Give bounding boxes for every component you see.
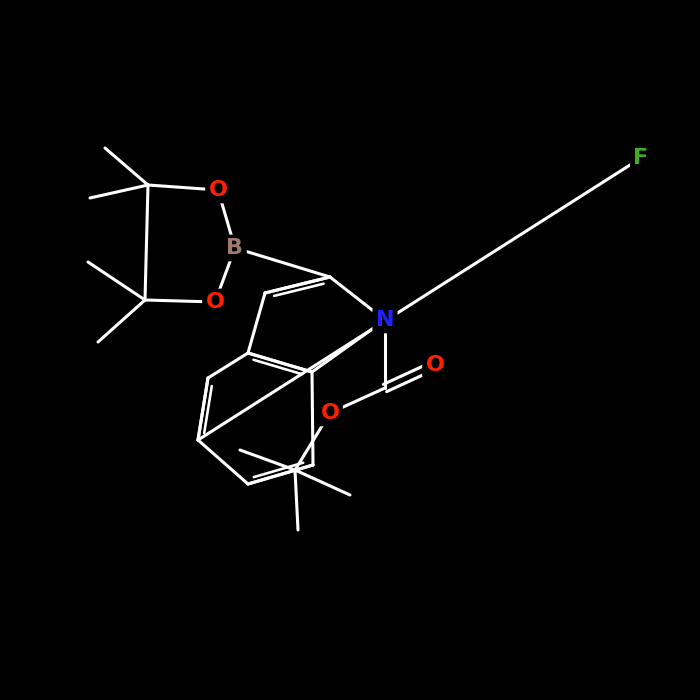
Text: F: F (634, 148, 649, 168)
Text: O: O (206, 292, 225, 312)
Text: O: O (321, 403, 340, 423)
Text: N: N (376, 310, 394, 330)
Text: O: O (209, 180, 228, 200)
Text: O: O (426, 355, 444, 375)
Text: B: B (227, 238, 244, 258)
